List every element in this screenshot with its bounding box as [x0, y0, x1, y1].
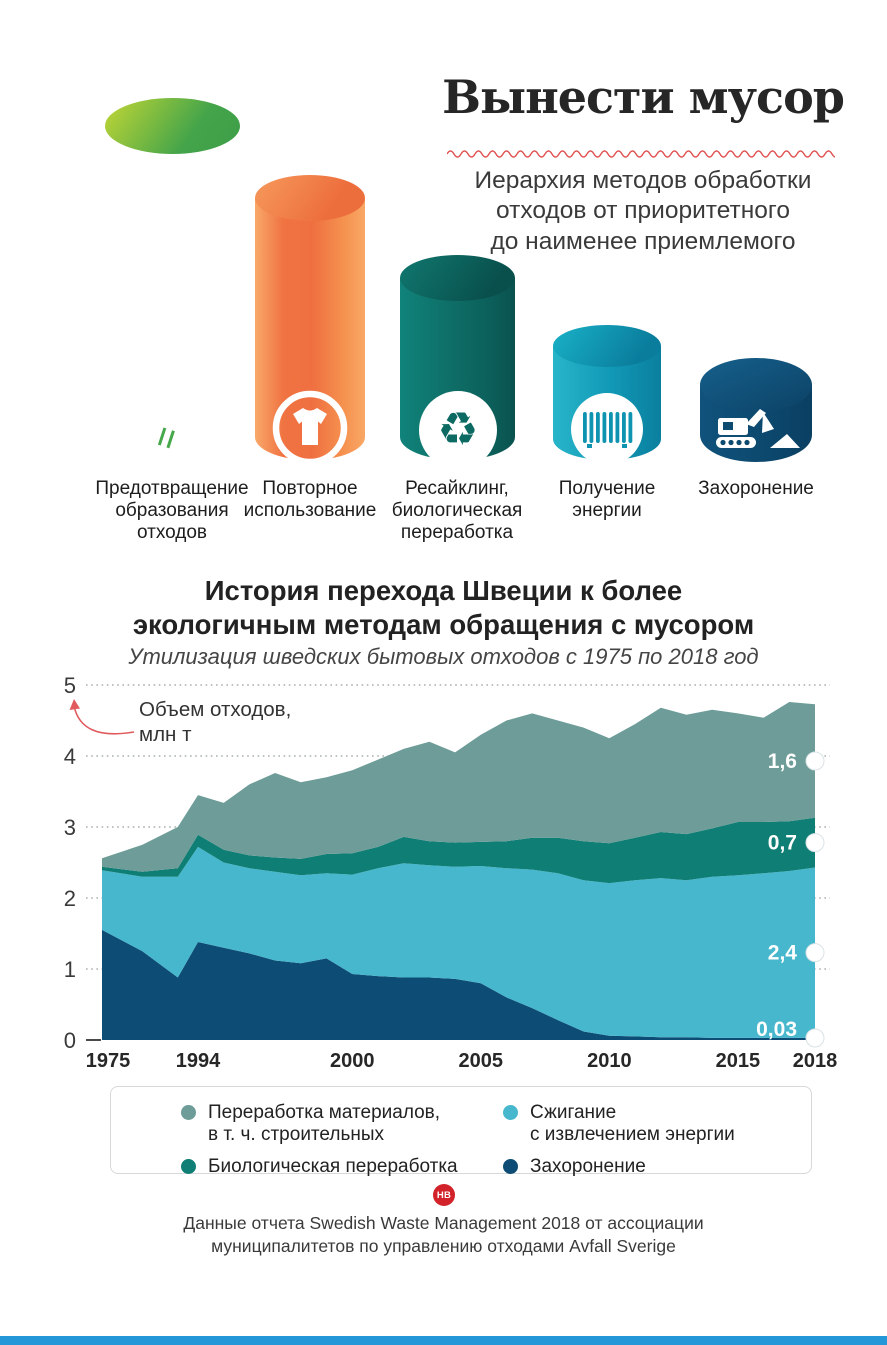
svg-text:2: 2: [64, 886, 76, 911]
svg-text:1: 1: [64, 957, 76, 982]
cylinder-waste-prevention: [105, 98, 240, 460]
hierarchy-label-energy: Получение энергии: [558, 478, 656, 522]
svg-text:5: 5: [64, 675, 76, 698]
y-axis-annotation: Объем отходов, млн т: [139, 698, 292, 746]
cylinder-reuse: [255, 175, 365, 466]
svg-text:0: 0: [64, 1028, 76, 1053]
wavy-divider: [447, 150, 835, 158]
recycle-icon: ♻: [419, 391, 497, 469]
svg-text:♻: ♻: [437, 402, 478, 456]
legend-dot: [503, 1158, 518, 1174]
legend-item-incineration: Сжигание с извлечением энергии: [503, 1102, 811, 1147]
bottom-accent-bar: [0, 1336, 887, 1345]
svg-text:2005: 2005: [459, 1050, 504, 1072]
svg-text:2,4: 2,4: [768, 942, 798, 965]
cylinder-top-ellipse: [553, 325, 661, 367]
legend-label: Захоронение: [530, 1155, 646, 1177]
legend-label: Переработка материалов, в т. ч. строител…: [208, 1102, 441, 1146]
hierarchy-label-landfill: Захоронение: [698, 478, 814, 499]
legend-label: Биологическая переработка: [208, 1155, 458, 1177]
legend-dot: [181, 1158, 196, 1174]
hierarchy-label-recycling: Ресайклинг, биологическая переработка: [391, 478, 523, 544]
hierarchy-label-prevention: Предотвращение образования отходов: [95, 478, 249, 544]
svg-text:1975: 1975: [86, 1050, 131, 1072]
legend-dot: [503, 1105, 518, 1120]
tshirt-icon: [272, 390, 348, 466]
chart-title: История перехода Швеции к более экологич…: [132, 575, 755, 640]
svg-text:0,7: 0,7: [768, 832, 797, 855]
legend-item-biological: Биологическая переработка: [181, 1156, 503, 1178]
chart-canvas: 0 1 2 3 4 5 1975 1994 2000 2005 2010 2015 2018 0,03 2,…: [64, 673, 838, 1072]
svg-text:2015: 2015: [716, 1050, 761, 1072]
cylinder-top-ellipse: [255, 175, 365, 221]
nv-logo: НВ: [433, 1184, 455, 1206]
svg-text:2018: 2018: [793, 1050, 838, 1072]
cylinder-top-ellipse: [400, 255, 515, 301]
cylinder-top-ellipse: [700, 358, 812, 412]
radiator-icon: [571, 393, 643, 465]
cylinder-recycling: ♻: [400, 255, 515, 469]
svg-text:3: 3: [64, 815, 76, 840]
hierarchy-label-reuse: Повторное использование: [243, 478, 377, 522]
svg-text:0,03: 0,03: [756, 1018, 797, 1041]
legend-label: Сжигание с извлечением энергии: [530, 1102, 735, 1146]
page-subtitle: Иерархия методов обработки отходов от пр…: [474, 167, 812, 255]
cylinder-top-ellipse: [105, 98, 240, 154]
chart-legend: Переработка материалов, в т. ч. строител…: [110, 1086, 812, 1177]
svg-text:4: 4: [64, 744, 76, 769]
page-title: Вынести мусор: [442, 70, 845, 124]
chart-subtitle: Утилизация шведских бытовых отходов с 19…: [128, 644, 759, 669]
cylinder-energy-recovery: [553, 325, 661, 465]
data-source-note: Данные отчета Swedish Waste Management 2…: [183, 1213, 704, 1256]
legend-item-material-recycling: Переработка материалов, в т. ч. строител…: [181, 1102, 503, 1147]
svg-text:1,6: 1,6: [768, 750, 797, 773]
stacked-area-chart: 0 1 2 3 4 5 1975 1994 2000 2005 2010 2015 2018 0,03 2,…: [0, 673, 887, 1080]
cylinder-landfill: [700, 358, 812, 462]
svg-text:1994: 1994: [176, 1050, 221, 1072]
hand-over-waste-icon: [124, 382, 225, 456]
legend-item-landfill: Захоронение: [503, 1156, 811, 1178]
svg-text:2000: 2000: [330, 1050, 375, 1072]
excavator-icon: [716, 409, 800, 448]
svg-text:2010: 2010: [587, 1050, 632, 1072]
legend-dot: [181, 1105, 196, 1120]
